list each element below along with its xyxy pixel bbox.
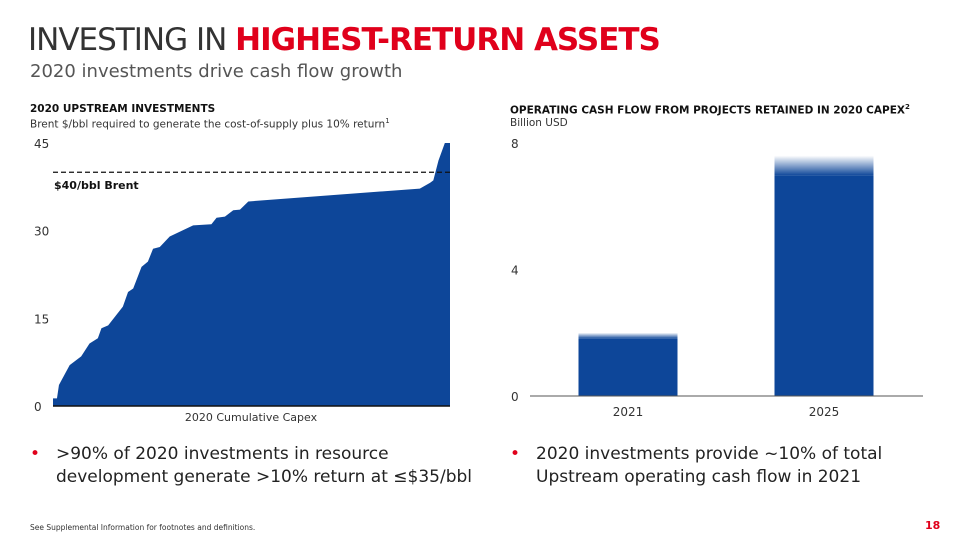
bar-fade-2025 <box>774 155 874 176</box>
x-tick-label: 2021 <box>613 405 644 419</box>
bullet-right: • 2020 investments provide ~10% of total … <box>510 444 883 487</box>
y-tick-label: 4 <box>511 264 519 278</box>
slide-title: INVESTING IN HIGHEST-RETURN ASSETS <box>28 22 661 58</box>
left-chart-subtitle: Brent $/bbl required to generate the cos… <box>30 117 390 131</box>
capex-area <box>53 143 450 406</box>
footer-note: See Supplemental Information for footnot… <box>30 523 256 532</box>
right-chart-subtitle: Billion USD <box>510 117 568 129</box>
bullet-left: • >90% of 2020 investments in resource de… <box>30 444 472 487</box>
x-tick-label: 2025 <box>809 405 840 419</box>
page-number: 18 <box>925 519 941 532</box>
y-tick-label: 0 <box>511 390 519 404</box>
bar-2021 <box>578 338 678 396</box>
y-tick-label: 0 <box>34 400 42 414</box>
y-tick-label: 8 <box>511 137 519 151</box>
right-chart-title: OPERATING CASH FLOW FROM PROJECTS RETAIN… <box>510 103 910 117</box>
y-tick-label: 15 <box>34 312 49 326</box>
x-axis-label: 2020 Cumulative Capex <box>185 411 318 424</box>
brent-reference-label: $40/bbl Brent <box>54 179 139 192</box>
slide-subtitle: 2020 investments drive cash flow growth <box>30 61 403 82</box>
y-tick-label: 30 <box>34 225 49 239</box>
bar-fade-2021 <box>578 332 678 339</box>
bar-2025 <box>774 175 874 396</box>
y-tick-label: 45 <box>34 137 49 151</box>
left-chart-title: 2020 UPSTREAM INVESTMENTS <box>30 103 216 115</box>
